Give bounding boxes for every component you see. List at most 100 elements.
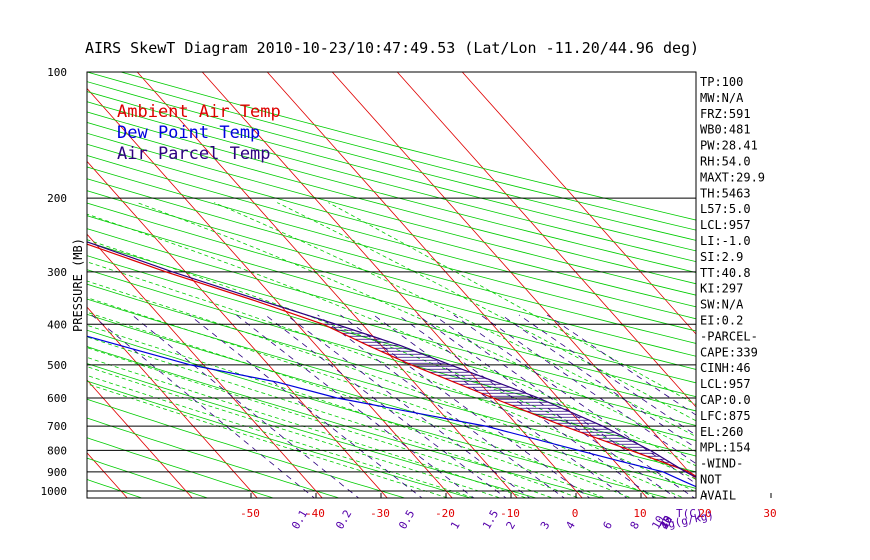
moist-adiabat-line: [214, 202, 696, 437]
dry-adiabat-line: [87, 363, 538, 498]
mixing-ratio-label: 8: [628, 519, 643, 531]
mixing-ratio-label: 6: [600, 519, 615, 531]
dry-adiabat-line: [87, 346, 604, 498]
index-label: SW:N/A: [700, 298, 744, 312]
moist-adiabat-line: [87, 336, 580, 498]
dry-adiabat-line: [87, 457, 209, 498]
index-label: CINH:46: [700, 361, 751, 375]
dry-adiabat-line: [87, 143, 696, 308]
mixing-ratio-label: 10: [649, 514, 667, 532]
index-label: WB0:481: [700, 123, 751, 137]
legend-entry: Dew Point Temp: [117, 123, 260, 143]
mixing-ratio-line: [236, 314, 475, 498]
isotherm-line: [87, 160, 388, 498]
pressure-tick-label: 500: [47, 359, 67, 372]
mixing-ratio-line: [417, 314, 677, 498]
dry-adiabat-line: [87, 228, 696, 398]
stability-indices-panel: TP:100 MW:N/A FRZ:591 WB0:481 PW:28.41 RH:54.…: [700, 75, 765, 502]
mixing-ratio-line: [131, 314, 360, 498]
moist-adiabat-line: [87, 280, 685, 498]
moist-adiabat-line: [87, 375, 476, 498]
index-label: LI:-1.0: [700, 234, 751, 248]
isotherm-line: [461, 72, 696, 335]
pressure-tick-label: 900: [47, 466, 67, 479]
index-label: TT:40.8: [700, 266, 751, 280]
series-line-dew-point-temp: [87, 335, 696, 488]
pressure-tick-label: 400: [47, 318, 67, 331]
index-label: L57:5.0: [700, 202, 751, 216]
pressure-tick-label: 300: [47, 266, 67, 279]
dry-adiabat-line: [87, 202, 696, 370]
dry-adiabat-line: [87, 298, 696, 473]
index-label: FRZ:591: [700, 107, 751, 121]
bottom-temp-tick-label: -50: [240, 507, 260, 520]
index-label: LFC:875: [700, 409, 751, 423]
mixing-ratio-line: [518, 314, 696, 436]
pressure-tick-label: 100: [47, 66, 67, 79]
pressure-tick-label: 1000: [41, 485, 68, 498]
index-label: LCL:957: [700, 218, 751, 232]
isotherm-line: [87, 379, 193, 498]
isotherm-line: [87, 87, 453, 498]
t-unit-label: T(C): [676, 507, 703, 520]
moist-adiabat-line: [87, 366, 502, 498]
profile-lines: [87, 241, 696, 488]
isotherm-line: [331, 72, 696, 481]
dry-adiabat-line: [87, 122, 696, 285]
mixing-ratio-line: [317, 314, 565, 498]
index-label: KI:297: [700, 282, 743, 296]
index-label: TH:5463: [700, 186, 751, 200]
index-label: RH:54.0: [700, 155, 751, 169]
bottom-temp-axis: -50 -40 -30 -20 -10 0 10 20 30: [240, 493, 777, 520]
series-line-ambient-air-temp: [87, 243, 696, 478]
moist-adiabat-line: [87, 261, 696, 493]
dry-adiabat-line: [87, 380, 472, 498]
isotherm-line: [396, 72, 696, 408]
index-label: PW:28.41: [700, 139, 758, 153]
dry-adiabat-line: [87, 269, 696, 441]
mixing-ratio-label: 1.5: [480, 508, 501, 532]
dry-adiabat-line: [87, 313, 696, 489]
mixing-ratio-line: [433, 314, 696, 498]
moist-adiabat-line: [137, 202, 696, 453]
pressure-tick-label: 200: [47, 192, 67, 205]
legend-entry: Air Parcel Temp: [117, 144, 271, 164]
dry-adiabat-line: [87, 398, 407, 498]
moist-adiabat-line: [87, 383, 450, 498]
mixing-ratio-line: [501, 314, 696, 449]
dry-adiabat-line: [87, 190, 696, 357]
isotherm-line: [136, 72, 518, 498]
legend-entry: Ambient Air Temp: [117, 102, 281, 122]
cape-hatch: [323, 323, 680, 469]
index-label: CAP:0.0: [700, 393, 751, 407]
index-label: -WIND-: [700, 457, 743, 471]
dry-adiabat-line: [87, 81, 696, 241]
isotherm-line: [87, 306, 258, 498]
index-label: EL:260: [700, 425, 743, 439]
dry-adiabat-line: [87, 132, 696, 296]
dry-adiabat-line: [87, 111, 696, 273]
isotherm-line: [87, 233, 323, 498]
mixing-ratio-line: [373, 314, 628, 498]
mixing-ratio-label: 3: [538, 519, 553, 531]
moist-adiabat-line: [87, 347, 554, 498]
mixing-ratio-line: [265, 314, 507, 498]
mixing-ratio-line: [453, 314, 696, 485]
moist-adiabat-line: [87, 297, 659, 498]
dry-adiabat-line: [87, 417, 341, 498]
index-label: MAXT:29.9: [700, 170, 765, 184]
dry-adiabat-line: [87, 178, 696, 344]
bottom-temp-tick-label: -20: [435, 507, 455, 520]
dry-adiabat-line: [87, 101, 696, 263]
y-axis-label: PRESSURE (MB): [71, 238, 85, 332]
pressure-axis: 100 200 300 400 500 600 700 800 900 1000: [41, 66, 68, 498]
mixing-ratio-line: [286, 314, 531, 498]
mixing-ratio-label: 25: [657, 514, 675, 532]
mixing-ratio-lines: [91, 314, 696, 498]
bottom-temp-tick-label: 0: [572, 507, 579, 520]
index-label: MW:N/A: [700, 91, 744, 105]
dry-adiabat-line: [87, 91, 696, 252]
moist-adiabat-line: [87, 239, 696, 480]
